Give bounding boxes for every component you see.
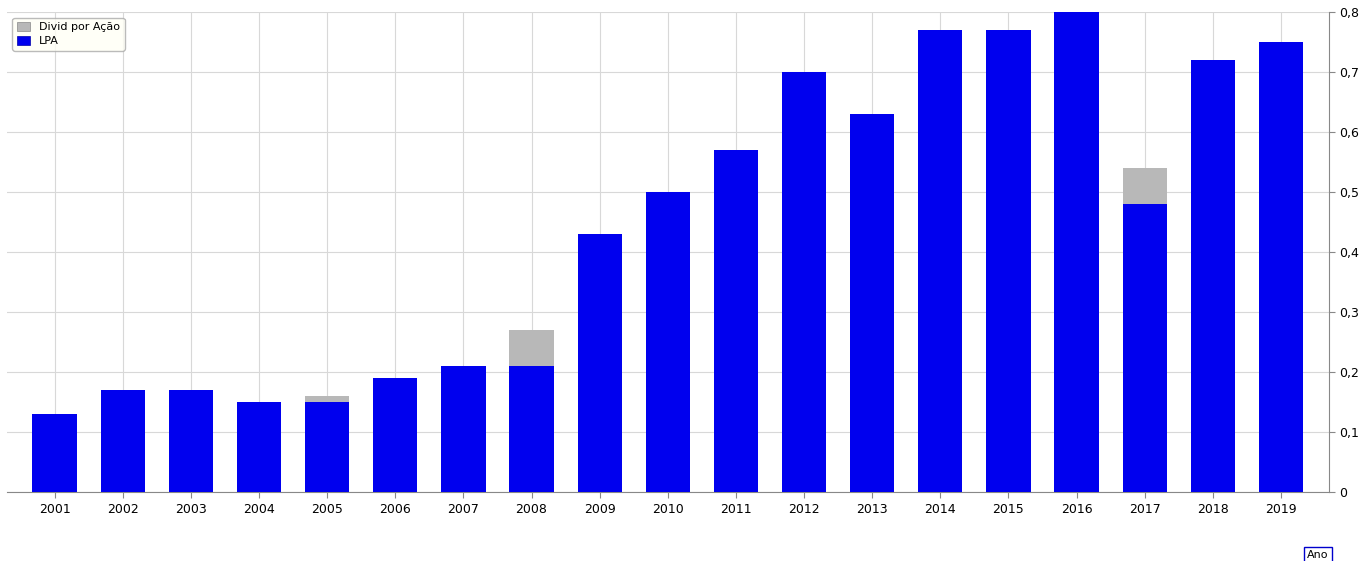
Bar — [1123, 168, 1167, 492]
Bar — [781, 72, 826, 492]
Bar — [1191, 60, 1235, 492]
Bar — [1123, 204, 1167, 492]
Bar — [33, 480, 76, 492]
Bar — [646, 192, 690, 492]
Bar — [305, 402, 350, 492]
Bar — [714, 150, 758, 492]
Bar — [101, 390, 145, 492]
Bar — [578, 300, 622, 492]
Bar — [918, 42, 963, 492]
Bar — [850, 312, 895, 492]
Bar — [714, 216, 758, 492]
Bar — [33, 414, 76, 492]
Bar — [169, 414, 213, 492]
Bar — [1055, 90, 1098, 492]
Bar — [236, 402, 281, 492]
Bar — [646, 294, 690, 492]
Bar — [510, 366, 553, 492]
Bar — [578, 234, 622, 492]
Legend: Divid por Ação, LPA: Divid por Ação, LPA — [12, 17, 124, 50]
Bar — [1259, 186, 1303, 492]
Bar — [305, 396, 350, 492]
Text: Ano: Ano — [1307, 550, 1329, 560]
Bar — [441, 366, 485, 492]
Bar — [101, 450, 145, 492]
Bar — [441, 366, 485, 492]
Bar — [781, 162, 826, 492]
Bar — [169, 390, 213, 492]
Bar — [986, 30, 1030, 492]
Bar — [373, 396, 418, 492]
Bar — [850, 114, 895, 492]
Bar — [918, 30, 963, 492]
Bar — [373, 378, 418, 492]
Bar — [510, 330, 553, 492]
Bar — [236, 438, 281, 492]
Bar — [986, 90, 1030, 492]
Bar — [1259, 42, 1303, 492]
Bar — [1055, 12, 1098, 492]
Bar — [1191, 162, 1235, 492]
